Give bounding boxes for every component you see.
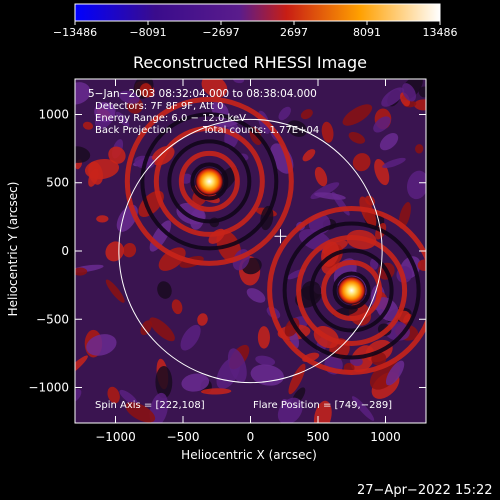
source-ring-pattern xyxy=(124,96,294,266)
annotation-method: Back Projection xyxy=(95,125,172,136)
colorbar-gradient xyxy=(74,3,441,22)
annotation-time-range: 5−Jan−2003 08:32:04.000 to 08:38:04.000 xyxy=(88,88,317,100)
footer-timestamp: 27−Apr−2022 15:22 xyxy=(357,483,493,498)
x-tick-label: −500 xyxy=(167,430,200,444)
annotation-total-counts: Total counts: 1.77E+04 xyxy=(203,125,320,136)
x-axis-label: Heliocentric X (arcsec) xyxy=(181,448,317,462)
x-tick-label: 500 xyxy=(307,430,330,444)
plot-area xyxy=(74,78,427,424)
colorbar-tick-label: 8091 xyxy=(353,26,381,39)
spin-axis-label: Spin Axis = [222,108] xyxy=(95,400,205,411)
chart-title: Reconstructed RHESSI Image xyxy=(133,53,367,72)
annotation-energy-range: Energy Range: 6.0 − 12.0 keV xyxy=(95,113,246,124)
y-tick-label: 500 xyxy=(46,176,69,190)
source-ring-pattern xyxy=(267,205,426,375)
flare-source xyxy=(195,167,224,196)
colorbar-tick-label: −2697 xyxy=(202,26,239,39)
colorbar: −13486 −8091 −2697 2697 8091 13486 xyxy=(53,3,458,39)
y-axis-label: Heliocentric Y (arcsec) xyxy=(6,182,20,317)
colorbar-tick-label: −8091 xyxy=(129,26,166,39)
x-tick-label: −1000 xyxy=(95,430,136,444)
x-tick-label: 1000 xyxy=(370,430,401,444)
spin-axis-marker xyxy=(274,229,287,244)
y-axis: −1000 −500 0 500 1000 xyxy=(28,107,426,395)
solar-limb xyxy=(118,118,383,384)
colorbar-tick-label: 2697 xyxy=(280,26,308,39)
x-tick-label: 0 xyxy=(247,430,255,444)
y-tick-label: −1000 xyxy=(28,381,69,395)
colorbar-tick-label: −13486 xyxy=(53,26,97,39)
colorbar-tick-label: 13486 xyxy=(423,26,458,39)
x-axis: −1000 −500 0 500 1000 xyxy=(95,79,401,444)
y-tick-label: −500 xyxy=(36,312,69,326)
y-tick-label: 0 xyxy=(61,244,69,258)
annotation-detectors: Detectors: 7F 8F 9F, Att 0 xyxy=(95,101,224,112)
y-tick-label: 1000 xyxy=(38,107,69,121)
flare-position-label: Flare Position = [749,−289] xyxy=(253,400,393,411)
flare-source xyxy=(337,276,366,305)
